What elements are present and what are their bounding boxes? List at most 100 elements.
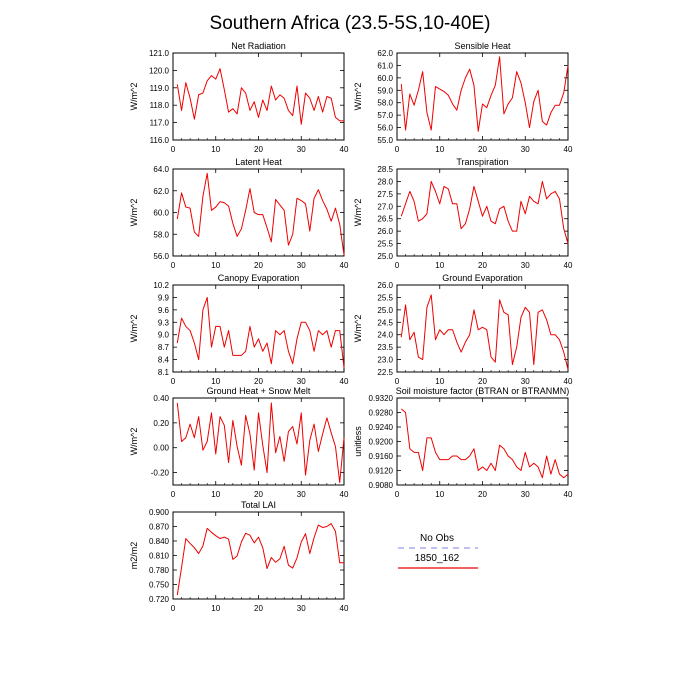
series-line [176,402,345,484]
x-tick-label: 10 [435,377,444,386]
y-tick-label: 0.900 [149,508,170,517]
x-tick-label: 10 [211,604,220,613]
x-tick-label: 30 [521,490,530,499]
y-axis-label: W/m^2 [353,83,363,111]
y-tick-label: 0.40 [153,394,169,403]
y-tick-label: 60.0 [377,74,393,83]
x-tick-label: 10 [211,490,220,499]
y-tick-label: 9.3 [158,318,170,327]
x-tick-label: 40 [564,490,573,499]
panel-title: Sensible Heat [454,41,511,51]
x-tick-label: 10 [435,261,444,270]
y-tick-label: 120.0 [149,66,170,75]
x-tick-label: 40 [340,261,349,270]
figure-title: Southern Africa (23.5-5S,10-40E) [210,13,491,34]
chart-panels: Net Radiation W/m^2 0 10 20 30 40 116.0 117.0 118… [129,41,573,613]
x-tick-label: 20 [254,377,263,386]
y-tick-label: 8.4 [158,356,170,365]
y-tick-label: 0.9120 [369,467,394,476]
y-tick-label: 25.0 [377,306,393,315]
x-tick-label: 20 [254,145,263,154]
chart-panel-7: Ground Heat + Snow Melt W/m^2 0 10 20 30 40 -0.… [129,386,349,499]
x-tick-label: 40 [564,145,573,154]
y-tick-label: 0.9160 [369,452,394,461]
y-tick-label: 25.0 [377,252,393,261]
legend-obs-label: No Obs [420,533,454,544]
series-line [400,180,569,244]
y-tick-label: 61.0 [377,61,393,70]
y-tick-label: 0.9240 [369,423,394,432]
y-tick-label: 8.7 [158,343,170,352]
x-tick-label: 0 [171,145,176,154]
y-tick-label: 117.0 [150,119,170,128]
y-tick-label: 9.0 [158,331,170,340]
x-tick-label: 40 [340,604,349,613]
x-tick-label: 10 [211,145,220,154]
x-tick-label: 20 [478,490,487,499]
chart-panel-4: Transpiration W/m^2 0 10 20 30 40 25.0 25.5 26.0 2… [353,157,573,270]
panel-title: Ground Evaporation [442,273,523,283]
y-tick-label: 9.6 [158,306,170,315]
x-tick-label: 30 [297,377,306,386]
y-axis-label: W/m^2 [129,428,139,456]
y-axis-label: W/m^2 [353,315,363,343]
series-line [176,68,344,125]
y-tick-label: 56.0 [153,252,169,261]
x-tick-label: 20 [478,145,487,154]
x-tick-label: 0 [395,261,400,270]
panel-title: Net Radiation [231,41,286,51]
x-tick-label: 30 [521,377,530,386]
y-tick-label: 0.9080 [369,481,394,490]
legend-model-label: 1850_162 [415,553,460,564]
chart-panel-2: Sensible Heat W/m^2 0 10 20 30 40 55.0 56.0 57.0 5… [353,41,573,154]
y-tick-label: 55.0 [377,136,393,145]
y-tick-label: 0.720 [149,595,170,604]
y-tick-label: 27.0 [377,202,393,211]
y-tick-label: 57.0 [377,111,393,120]
y-tick-label: 0.00 [153,444,169,453]
y-tick-label: 0.840 [149,537,170,546]
panel-title: Soil moisture factor (BTRAN or BTRANMN) [396,386,570,396]
panel-title: Ground Heat + Snow Melt [207,386,311,396]
series-line [400,408,569,479]
panel-title: Latent Heat [235,157,282,167]
x-tick-label: 10 [435,490,444,499]
series-line [400,294,569,370]
y-tick-label: 25.5 [377,293,393,302]
chart-panel-1: Net Radiation W/m^2 0 10 20 30 40 116.0 117.0 118… [129,41,349,154]
chart-panel-8: Soil moisture factor (BTRAN or BTRANMN) u… [353,386,573,499]
y-tick-label: 60.0 [153,209,169,218]
y-axis-label: W/m^2 [129,199,139,227]
x-tick-label: 0 [171,261,176,270]
x-tick-label: 30 [521,145,530,154]
y-axis-label: W/m^2 [129,315,139,343]
y-tick-label: 58.0 [377,99,393,108]
y-tick-label: 116.0 [150,136,170,145]
y-axis-label: m2/m2 [129,542,139,570]
series-line [176,172,345,255]
x-tick-label: 20 [254,604,263,613]
x-tick-label: 30 [521,261,530,270]
x-tick-label: 10 [211,261,220,270]
panel-title: Transpiration [456,157,508,167]
y-tick-label: 10.2 [153,281,169,290]
y-tick-label: -0.20 [151,469,170,478]
y-tick-label: 118.0 [150,101,170,110]
chart-panel-3: Latent Heat W/m^2 0 10 20 30 40 56.0 58.0 60.0 62.… [129,157,349,270]
x-tick-label: 20 [478,261,487,270]
y-tick-label: 0.810 [149,552,170,561]
y-tick-label: 0.9200 [369,438,394,447]
y-tick-label: 28.0 [377,177,393,186]
y-tick-label: 56.0 [377,124,393,133]
y-tick-label: 23.5 [377,343,393,352]
y-tick-label: 28.5 [377,165,393,174]
x-tick-label: 40 [564,377,573,386]
series-line [176,523,344,596]
y-tick-label: 121.0 [149,49,170,58]
series-line [176,296,345,368]
panel-title: Canopy Evaporation [218,273,300,283]
y-axis-label: W/m^2 [353,199,363,227]
y-tick-label: 23.0 [377,356,393,365]
y-tick-label: 24.0 [377,331,393,340]
